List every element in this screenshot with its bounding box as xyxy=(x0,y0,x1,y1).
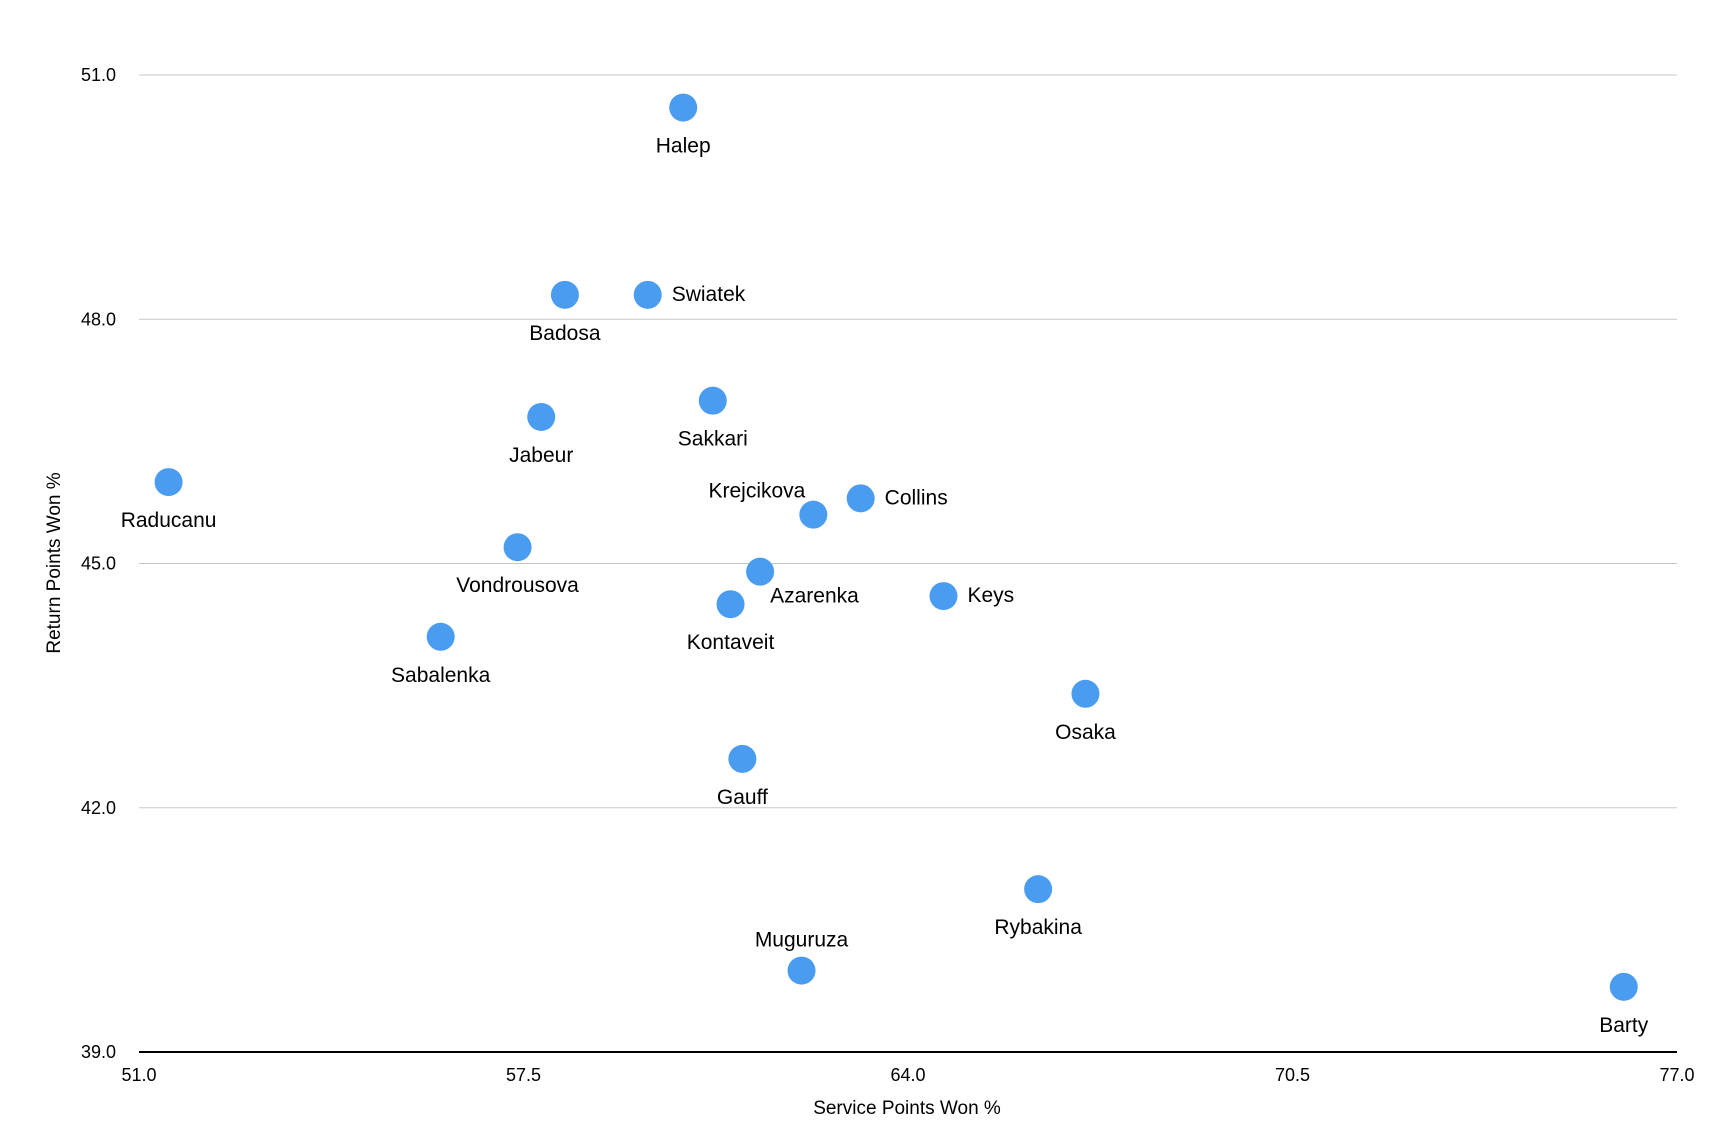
data-points xyxy=(154,93,1638,1001)
data-point xyxy=(799,500,828,529)
data-label: Osaka xyxy=(1055,721,1116,744)
data-point xyxy=(716,590,745,619)
data-point xyxy=(698,386,727,415)
data-label: Barty xyxy=(1599,1014,1649,1037)
data-point xyxy=(846,484,875,513)
y-axis-ticks: 39.0 42.0 45.0 48.0 51.0 xyxy=(81,65,116,1062)
data-point xyxy=(746,557,775,586)
data-label: Jabeur xyxy=(509,444,573,467)
data-labels: Halep Badosa Swiatek Sakkari Jabeur Raducanu C… xyxy=(121,135,1649,1037)
data-label: Swiatek xyxy=(672,283,746,306)
x-axis-ticks: 51.0 57.5 64.0 70.5 77.0 xyxy=(121,1065,1694,1085)
y-tick-label: 51.0 xyxy=(81,65,116,85)
data-point xyxy=(669,93,698,122)
y-tick-label: 42.0 xyxy=(81,798,116,818)
data-label: Sabalenka xyxy=(391,664,491,687)
y-tick-label: 48.0 xyxy=(81,309,116,329)
data-point xyxy=(550,280,579,309)
data-label: Muguruza xyxy=(755,929,849,952)
data-point xyxy=(527,402,556,431)
data-label: Collins xyxy=(885,486,948,509)
data-point xyxy=(426,622,455,651)
data-point xyxy=(633,280,662,309)
data-label: Badosa xyxy=(529,322,601,345)
data-label: Keys xyxy=(967,584,1014,607)
data-label: Krejcikova xyxy=(708,480,805,503)
data-point xyxy=(787,956,816,985)
data-label: Vondrousova xyxy=(456,574,579,597)
y-tick-label: 45.0 xyxy=(81,554,116,574)
x-tick-label: 70.5 xyxy=(1275,1065,1310,1085)
y-axis-label: Return Points Won % xyxy=(44,472,65,653)
grid-lines xyxy=(139,74,1677,1053)
x-tick-label: 57.5 xyxy=(506,1065,541,1085)
data-point xyxy=(503,533,532,562)
data-point xyxy=(929,582,958,611)
data-point xyxy=(1071,679,1100,708)
data-label: Rybakina xyxy=(994,916,1082,939)
data-label: Azarenka xyxy=(770,585,859,608)
data-point xyxy=(728,744,757,773)
x-tick-label: 51.0 xyxy=(121,1065,156,1085)
data-point xyxy=(1609,972,1638,1001)
data-point xyxy=(154,468,183,497)
x-tick-label: 77.0 xyxy=(1659,1065,1694,1085)
x-tick-label: 64.0 xyxy=(890,1065,925,1085)
data-label: Sakkari xyxy=(678,428,748,451)
data-label: Gauff xyxy=(717,786,768,809)
data-label: Halep xyxy=(656,135,711,158)
data-label: Kontaveit xyxy=(687,631,775,654)
data-point xyxy=(1024,875,1053,904)
x-axis-label: Service Points Won % xyxy=(813,1098,1001,1119)
data-label: Raducanu xyxy=(121,509,217,532)
y-tick-label: 39.0 xyxy=(81,1042,116,1062)
